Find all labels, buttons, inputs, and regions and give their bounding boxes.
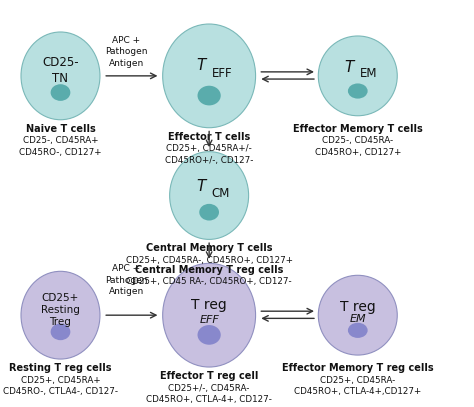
Text: CD25-
TN: CD25- TN <box>42 56 79 85</box>
Text: EM: EM <box>349 314 366 324</box>
Text: Effector T reg cell: Effector T reg cell <box>160 371 258 381</box>
Text: T: T <box>345 60 354 75</box>
Text: CM: CM <box>211 187 230 200</box>
Ellipse shape <box>318 275 397 355</box>
Ellipse shape <box>21 32 100 120</box>
Text: Resting T reg cells: Resting T reg cells <box>9 363 112 373</box>
Ellipse shape <box>163 263 255 367</box>
Text: CD25-, CD45RA+
CD45RO-, CD127+: CD25-, CD45RA+ CD45RO-, CD127+ <box>19 136 102 157</box>
Ellipse shape <box>51 84 70 101</box>
Ellipse shape <box>198 325 221 345</box>
Text: T: T <box>196 179 205 194</box>
Ellipse shape <box>199 204 219 221</box>
Ellipse shape <box>51 324 70 340</box>
Text: APC +
Pathogen
Antigen: APC + Pathogen Antigen <box>105 264 148 296</box>
Text: EFF: EFF <box>199 315 219 325</box>
Text: Effector Memory T cells: Effector Memory T cells <box>293 124 423 134</box>
Text: CD25+, CD45RA+
CD45RO-, CTLA4-, CD127-: CD25+, CD45RA+ CD45RO-, CTLA4-, CD127- <box>3 376 118 396</box>
Ellipse shape <box>348 323 368 338</box>
Text: EM: EM <box>360 68 378 80</box>
Text: CD25+/-, CD45RA-
CD45RO+, CTLA-4+, CD127-: CD25+/-, CD45RA- CD45RO+, CTLA-4+, CD127… <box>146 384 272 404</box>
Text: CD25+, CD45RA+/-
CD45RO+/-, CD127-: CD25+, CD45RA+/- CD45RO+/-, CD127- <box>165 144 253 165</box>
Text: Central Memory T reg cells: Central Memory T reg cells <box>135 265 283 275</box>
Text: T: T <box>196 58 205 73</box>
Text: Effector Memory T reg cells: Effector Memory T reg cells <box>282 363 434 373</box>
Ellipse shape <box>21 271 100 359</box>
Ellipse shape <box>163 24 255 128</box>
Text: Central Memory T cells: Central Memory T cells <box>146 243 273 254</box>
Text: CD25-, CD45RA-
CD45RO+, CD127+: CD25-, CD45RA- CD45RO+, CD127+ <box>315 136 401 157</box>
Text: CD25+, CD45RA-, CD45RO+, CD127+: CD25+, CD45RA-, CD45RO+, CD127+ <box>126 256 292 265</box>
Ellipse shape <box>348 83 368 98</box>
Text: APC +
Pathogen
Antigen: APC + Pathogen Antigen <box>105 36 148 68</box>
Ellipse shape <box>198 86 221 105</box>
Text: EFF: EFF <box>211 67 232 80</box>
Text: Naive T cells: Naive T cells <box>26 124 95 134</box>
Text: Effector T cells: Effector T cells <box>168 132 250 142</box>
Text: T reg: T reg <box>191 298 227 312</box>
Text: CD25+
Resting
Treg: CD25+ Resting Treg <box>41 293 80 327</box>
Text: CD25+, CD45RA-
CD45RO+, CTLA-4+,CD127+: CD25+, CD45RA- CD45RO+, CTLA-4+,CD127+ <box>294 376 421 396</box>
Text: T reg: T reg <box>340 300 376 314</box>
Text: CD25+, CD45 RA-, CD45RO+, CD127-: CD25+, CD45 RA-, CD45RO+, CD127- <box>126 277 292 286</box>
Ellipse shape <box>170 152 248 239</box>
Ellipse shape <box>318 36 397 116</box>
